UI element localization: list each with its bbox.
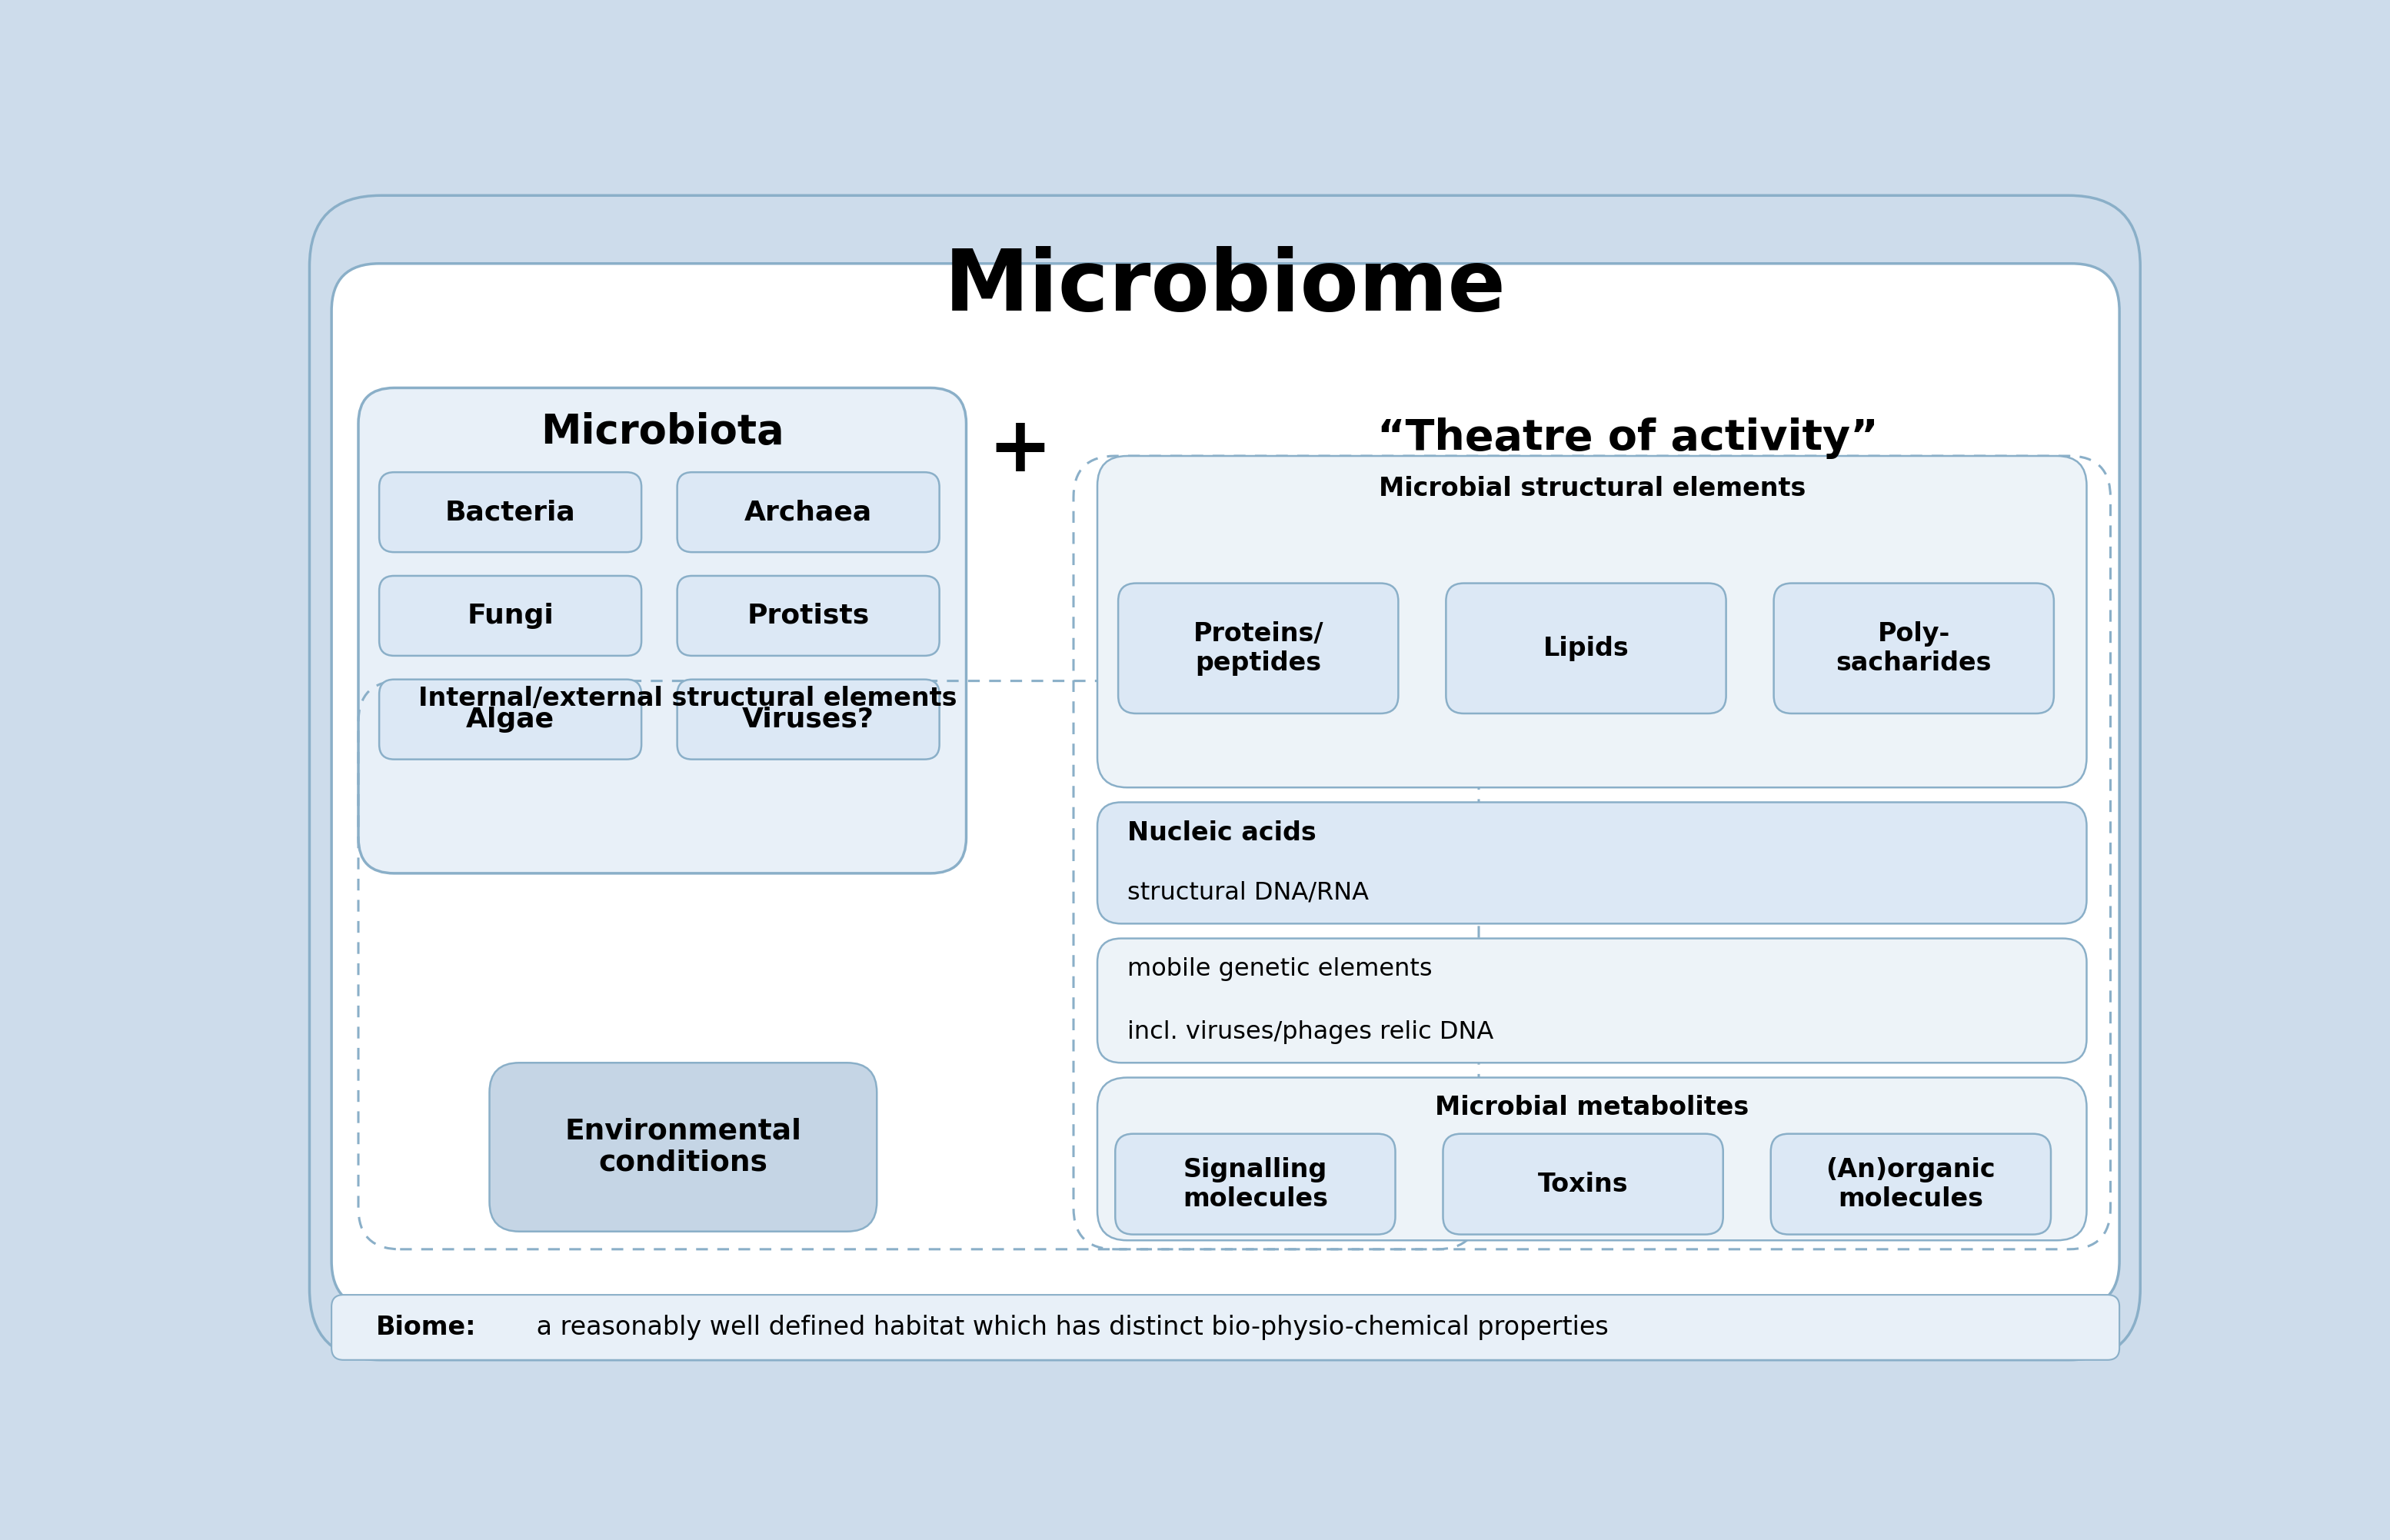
Text: Archaea: Archaea	[743, 499, 872, 525]
FancyBboxPatch shape	[380, 473, 641, 553]
Text: Proteins/
peptides: Proteins/ peptides	[1193, 621, 1324, 676]
Text: Microbiome: Microbiome	[944, 246, 1506, 328]
FancyBboxPatch shape	[1116, 1133, 1396, 1235]
FancyBboxPatch shape	[1097, 938, 2086, 1063]
Text: Microbial structural elements: Microbial structural elements	[1379, 476, 1804, 500]
FancyBboxPatch shape	[1773, 584, 2053, 713]
Text: Protists: Protists	[748, 602, 870, 628]
FancyBboxPatch shape	[332, 263, 2120, 1309]
FancyBboxPatch shape	[1444, 1133, 1723, 1235]
Text: Lipids: Lipids	[1544, 636, 1630, 661]
Text: Nucleic acids: Nucleic acids	[1128, 821, 1317, 845]
Text: structural DNA/RNA: structural DNA/RNA	[1128, 881, 1369, 906]
Text: Algae: Algae	[466, 707, 554, 733]
FancyBboxPatch shape	[1771, 1133, 2051, 1235]
FancyBboxPatch shape	[676, 679, 939, 759]
Text: Fungi: Fungi	[466, 602, 554, 628]
Text: Environmental
conditions: Environmental conditions	[564, 1118, 801, 1177]
Text: Poly-
sacharides: Poly- sacharides	[1836, 621, 1991, 676]
Text: a reasonably well defined habitat which has distinct bio-physio-chemical propert: a reasonably well defined habitat which …	[528, 1315, 1608, 1340]
Text: Toxins: Toxins	[1537, 1172, 1628, 1197]
Text: “Theatre of activity”: “Theatre of activity”	[1377, 417, 1879, 459]
Text: Biome:: Biome:	[375, 1315, 476, 1340]
Text: Signalling
molecules: Signalling molecules	[1183, 1157, 1329, 1212]
FancyBboxPatch shape	[308, 196, 2141, 1360]
FancyBboxPatch shape	[1446, 584, 1726, 713]
Text: Microbiota: Microbiota	[540, 413, 784, 453]
FancyBboxPatch shape	[1119, 584, 1398, 713]
Text: mobile genetic elements: mobile genetic elements	[1128, 958, 1432, 981]
FancyBboxPatch shape	[490, 1063, 877, 1232]
FancyBboxPatch shape	[380, 679, 641, 759]
FancyBboxPatch shape	[1097, 1078, 2086, 1240]
FancyBboxPatch shape	[1097, 802, 2086, 924]
Text: Microbial metabolites: Microbial metabolites	[1434, 1095, 1749, 1120]
Text: incl. viruses/phages relic DNA: incl. viruses/phages relic DNA	[1128, 1019, 1494, 1044]
Text: (An)organic
molecules: (An)organic molecules	[1826, 1157, 1996, 1212]
FancyBboxPatch shape	[676, 576, 939, 656]
Text: Bacteria: Bacteria	[445, 499, 576, 525]
FancyBboxPatch shape	[332, 1295, 2120, 1360]
FancyBboxPatch shape	[358, 388, 966, 873]
FancyBboxPatch shape	[676, 473, 939, 553]
Text: Viruses?: Viruses?	[743, 707, 875, 733]
Text: Internal/external structural elements: Internal/external structural elements	[418, 685, 956, 711]
Text: +: +	[987, 413, 1052, 487]
FancyBboxPatch shape	[380, 576, 641, 656]
FancyBboxPatch shape	[1097, 456, 2086, 787]
